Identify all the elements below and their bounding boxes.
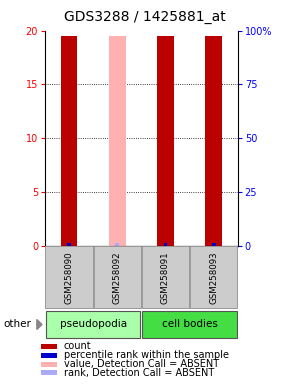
Text: pseudopodia: pseudopodia <box>60 319 127 329</box>
Bar <box>46 311 140 338</box>
Bar <box>115 243 119 246</box>
Bar <box>67 243 71 246</box>
Bar <box>164 243 167 246</box>
Text: percentile rank within the sample: percentile rank within the sample <box>64 350 229 360</box>
Bar <box>157 36 174 246</box>
Text: count: count <box>64 341 91 351</box>
Text: value, Detection Call = ABSENT: value, Detection Call = ABSENT <box>64 359 219 369</box>
Bar <box>142 311 237 338</box>
Bar <box>190 247 237 308</box>
Text: GSM258093: GSM258093 <box>209 251 218 304</box>
Text: other: other <box>3 319 31 329</box>
Bar <box>94 247 141 308</box>
Text: GSM258092: GSM258092 <box>113 251 122 304</box>
Text: GDS3288 / 1425881_at: GDS3288 / 1425881_at <box>64 10 226 23</box>
Bar <box>61 36 77 246</box>
Text: cell bodies: cell bodies <box>162 319 218 329</box>
Bar <box>46 247 93 308</box>
Text: rank, Detection Call = ABSENT: rank, Detection Call = ABSENT <box>64 368 214 378</box>
Bar <box>205 36 222 246</box>
Text: GSM258090: GSM258090 <box>65 251 74 304</box>
Bar <box>212 243 215 246</box>
Bar <box>142 247 189 308</box>
Text: GSM258091: GSM258091 <box>161 251 170 304</box>
Bar <box>109 36 126 246</box>
